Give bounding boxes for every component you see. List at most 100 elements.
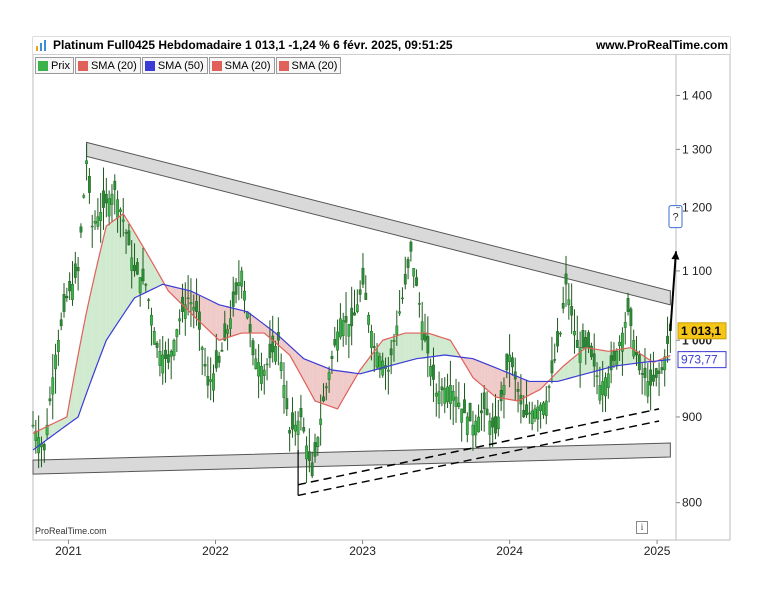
candle-body [257,362,261,377]
sma-fill [205,297,208,330]
legend-item[interactable]: SMA (50) [141,57,208,74]
sma-fill [298,353,301,376]
candle-body [82,195,86,198]
legend-label: SMA (20) [224,59,271,72]
sma50-line [32,283,671,451]
candle-body [403,273,407,285]
sma-fill [283,340,287,353]
sma-fill [168,285,172,294]
candle-body [578,347,582,363]
candle-body [508,354,512,362]
candle-body [127,230,131,246]
candle-body [54,354,57,370]
candle-body [234,282,238,295]
candle-body [474,420,478,436]
candle-body [135,262,139,275]
sma-fill [532,381,535,394]
candle-body [446,386,449,403]
candle-body [564,273,568,285]
sma-fill [574,354,578,377]
candle-body [110,193,114,205]
legend-swatch [144,60,155,71]
candle-body [93,221,97,224]
legend: Prix SMA (20) SMA (50) SMA (20) SMA (20) [35,57,342,74]
sma-fill [470,358,473,378]
support-line [297,408,660,486]
candle-body [595,375,599,377]
candle-body [358,289,362,295]
sma-fill [399,333,403,364]
candle-body [409,241,413,252]
candle-body [113,180,117,190]
sma-fill [563,363,567,380]
sma50-price-tag: 973,77 [681,353,718,367]
provider-url[interactable]: www.ProRealTime.com [595,38,728,52]
info-icon[interactable]: i [636,521,648,534]
legend-item[interactable]: Prix [35,57,74,74]
sma-fill [343,371,347,399]
sma-fill [472,358,476,381]
candle-body [465,416,469,435]
last-price-tag-box [677,322,727,340]
sma-fill [628,347,631,365]
candle-body [68,280,72,292]
sma-fill [52,422,56,436]
candle-body [186,297,190,300]
sma-fill [382,339,386,368]
legend-swatch [278,60,289,71]
candle-body [51,377,55,395]
candle-body [581,330,585,348]
sma-fill [109,221,112,336]
candle-body [496,416,500,430]
sma-fill [117,215,121,324]
candle-body [457,402,461,407]
candle-body [124,232,128,234]
candle-body [102,190,105,208]
candle-body [558,332,562,335]
candle-body [412,268,416,277]
sma-fill [388,337,392,367]
candle-body [652,374,655,382]
legend-item[interactable]: SMA (20) [208,57,275,74]
y-tick-label: 1 100 [682,264,712,278]
candle-body [344,315,348,323]
sma-fill [64,416,67,428]
candle-body [254,358,258,370]
x-tick-label: 2023 [349,544,376,558]
candle-body [65,295,69,299]
candle-body [296,420,300,436]
legend-item[interactable]: SMA (20) [275,57,342,74]
candle-body [485,408,489,416]
sma-fill [520,378,524,400]
sma-fill [97,249,101,363]
candle-body [621,332,624,352]
sma-fill [148,256,152,292]
forecast-arrow [669,251,677,331]
candle-body [372,346,376,348]
sma-fill [69,385,73,424]
sma-fill [300,356,304,381]
candle-body [73,263,77,278]
candle-body [561,303,565,309]
candle-body [482,392,486,410]
candle-body [370,331,373,348]
candle-body [333,339,337,346]
candle-body [378,356,382,370]
candle-body [291,412,294,430]
sma-fill [557,369,561,382]
candle-body [440,386,444,391]
sma-fill [207,299,211,333]
candle-body [618,341,621,347]
sma-fill [334,370,338,409]
sma-fill [78,340,81,417]
candle-body [443,388,447,404]
sma-fill [391,336,394,366]
sma-fill [571,356,575,378]
legend-item[interactable]: SMA (20) [74,57,141,74]
candle-body [570,305,574,316]
sma-fill [306,359,310,391]
legend-label: SMA (20) [90,59,137,72]
candle-body [386,369,390,372]
sma-fill [193,292,197,319]
